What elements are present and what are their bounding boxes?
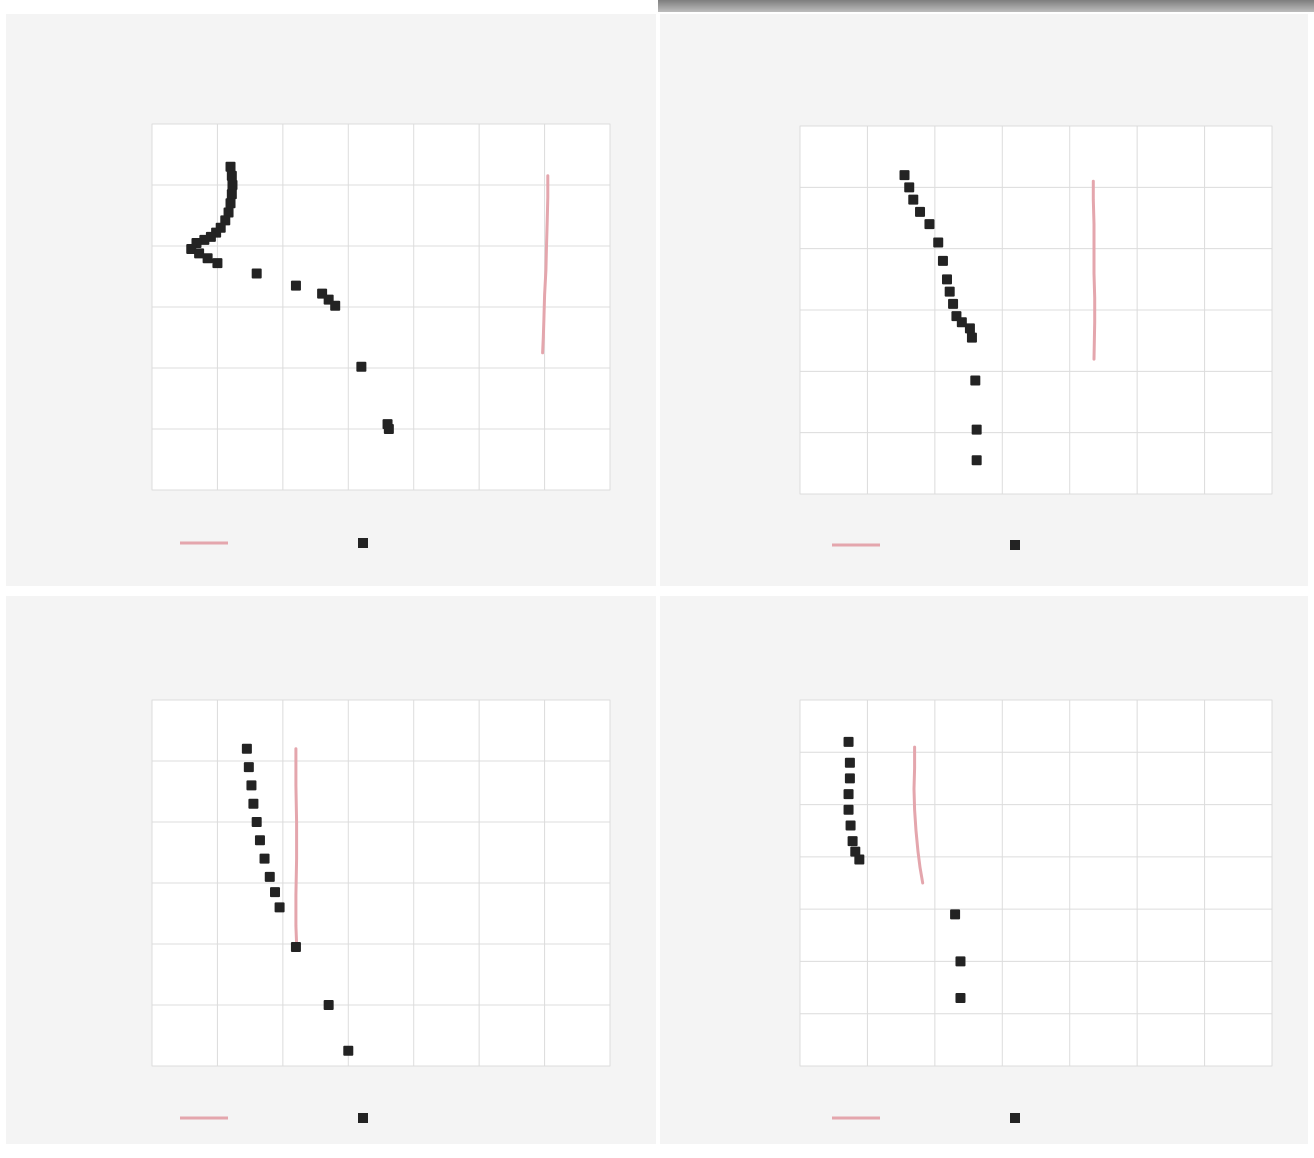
observed-point — [948, 298, 959, 309]
observed-point — [225, 161, 236, 172]
legend-observed-marker-swatch — [358, 538, 368, 548]
observed-point — [226, 189, 237, 200]
legend — [832, 1113, 1020, 1123]
chart-panel-3 — [6, 596, 656, 1144]
observed-point — [908, 194, 919, 205]
observed-point — [246, 780, 257, 791]
observed-point — [843, 804, 854, 815]
observed-point — [343, 1045, 354, 1056]
observed-point — [847, 836, 858, 847]
observed-point — [850, 846, 861, 857]
observed-point — [290, 942, 301, 953]
chart-panel-2 — [660, 14, 1308, 586]
model-series-line — [912, 745, 925, 885]
observed-point — [966, 332, 977, 343]
observed-point — [971, 424, 982, 435]
observed-point — [904, 182, 915, 193]
observed-point — [223, 207, 234, 218]
observed-point — [199, 234, 210, 245]
observed-point — [251, 817, 262, 827]
observed-point — [225, 198, 236, 209]
legend — [180, 538, 368, 548]
observed-point — [194, 248, 205, 259]
observed-point — [970, 375, 981, 386]
observed-point — [259, 853, 270, 864]
legend — [180, 1113, 368, 1123]
observed-point — [843, 736, 854, 747]
observed-point — [274, 902, 285, 913]
legend — [832, 540, 1020, 550]
observed-point — [937, 255, 948, 266]
chart-panel-4 — [660, 596, 1308, 1144]
observed-point — [899, 170, 910, 181]
observed-point — [356, 361, 367, 372]
observed-point — [186, 244, 197, 255]
observed-point — [243, 762, 254, 773]
observed-point — [941, 274, 952, 285]
observed-point — [843, 789, 854, 800]
observed-point — [227, 180, 238, 190]
observed-point — [933, 237, 944, 248]
observed-point — [264, 871, 275, 882]
observed-point — [915, 206, 926, 217]
observed-point — [254, 835, 265, 846]
observed-point — [202, 253, 213, 264]
legend-observed-marker-swatch — [358, 1113, 368, 1123]
observed-point — [964, 323, 975, 334]
observed-point — [950, 909, 961, 920]
observed-point — [955, 993, 966, 1004]
chart-panel-1 — [6, 14, 656, 586]
observed-point — [955, 956, 966, 967]
observed-point — [956, 317, 967, 328]
model-series-line — [294, 747, 299, 946]
observed-point — [971, 455, 982, 466]
observed-point — [845, 820, 856, 831]
observed-point — [383, 424, 394, 434]
model-series-line — [1091, 179, 1097, 361]
observed-point — [844, 757, 855, 768]
model-series-line — [541, 174, 550, 355]
legend-observed-marker-swatch — [1010, 1113, 1020, 1123]
observed-point — [323, 1000, 334, 1010]
observed-point — [854, 854, 865, 865]
observed-point — [212, 258, 223, 269]
observed-point — [844, 773, 855, 784]
legend-observed-marker-swatch — [1010, 540, 1020, 550]
plot-area — [799, 699, 1273, 1067]
observed-point — [251, 268, 262, 279]
observed-point — [944, 286, 955, 297]
window-top-bar — [658, 0, 1314, 12]
observed-point — [330, 300, 341, 311]
observed-point — [241, 743, 252, 754]
observed-point — [248, 798, 259, 809]
observed-point — [290, 280, 301, 291]
observed-point — [924, 219, 935, 230]
observed-point — [270, 887, 281, 898]
observed-point — [226, 170, 237, 181]
